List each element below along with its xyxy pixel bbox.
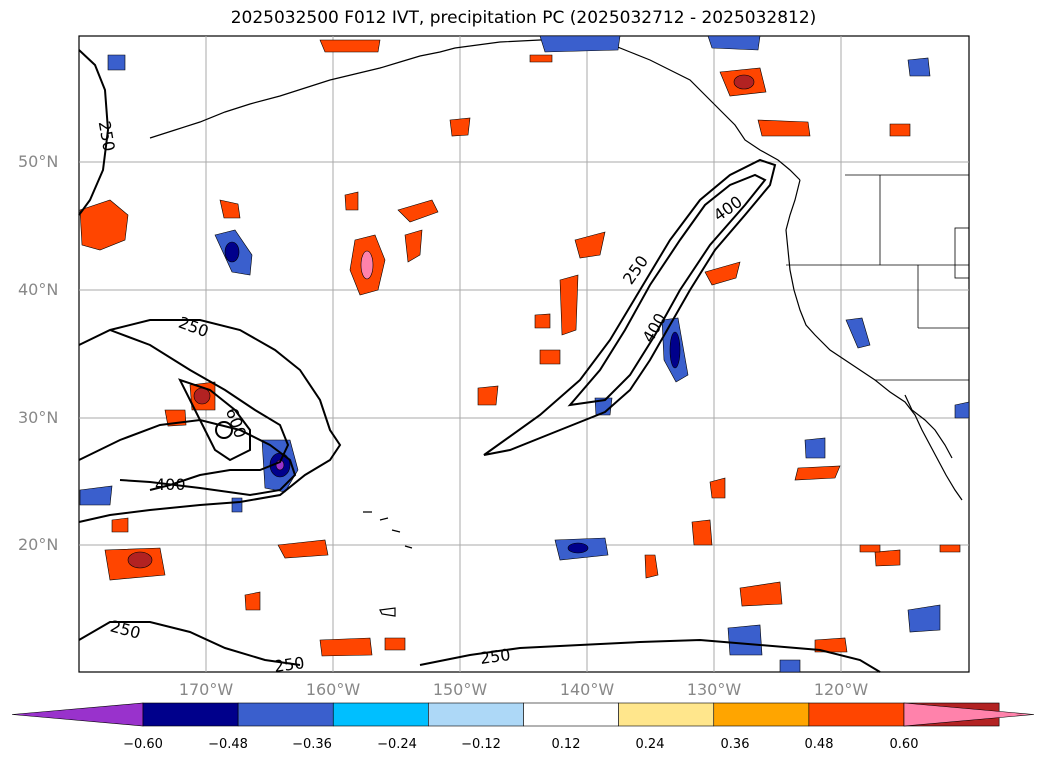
colorbar-tick: 0.60: [889, 737, 919, 752]
lat-label-30n: 30°N: [18, 408, 59, 427]
precip-blob: [344, 191, 359, 211]
precip-blob: [644, 554, 659, 579]
precip-blob: [319, 637, 373, 657]
precip-blob: [939, 544, 961, 553]
lon-label-130w: 130°W: [686, 680, 742, 699]
precip-blob: [277, 539, 329, 559]
precip-blob: [707, 35, 761, 51]
lat-label-50n: 50°N: [18, 152, 59, 171]
lon-label-160w: 160°W: [305, 680, 361, 699]
canada-coast: [785, 179, 801, 231]
colorbar-tick: −0.12: [461, 737, 501, 752]
precip-blob: [889, 123, 911, 137]
precip-blob: [954, 401, 970, 419]
precip-blob: [859, 544, 881, 553]
ivt-contour-600-left: [178, 378, 251, 462]
lat-label-40n: 40°N: [18, 280, 59, 299]
ivt-contour-250-left: [78, 319, 342, 523]
precip-blob: [574, 231, 606, 259]
ivt-contour-250-bottom2: [419, 638, 881, 673]
colorbar-tick: −0.48: [208, 737, 248, 752]
precip-blob: [219, 199, 241, 219]
borders: [786, 174, 970, 381]
precip-blob: [727, 624, 763, 656]
lat-label-20n: 20°N: [18, 535, 59, 554]
precip-blob: [111, 517, 129, 533]
precip-blob: [397, 199, 439, 223]
precip-blob: [319, 39, 381, 53]
precip-blob: [360, 250, 374, 280]
ivt-contours: [78, 49, 881, 673]
lon-label-120w: 120°W: [813, 680, 869, 699]
precip-blob: [384, 637, 406, 651]
lon-label-140w: 140°W: [559, 680, 615, 699]
lon-label-150w: 150°W: [432, 680, 488, 699]
precip-blob: [794, 465, 841, 481]
precip-blob: [539, 35, 621, 53]
precip-blob: [404, 229, 423, 263]
colorbar-tick: −0.36: [292, 737, 332, 752]
precip-blob: [193, 387, 211, 405]
colorbar-tick: 0.48: [804, 737, 834, 752]
precip-shading: [79, 35, 970, 673]
map-title: 2025032500 F012 IVT, precipitation PC (2…: [230, 8, 817, 28]
baja-coast: [904, 394, 953, 459]
state-border-5: [954, 227, 970, 279]
precip-blob: [691, 519, 713, 546]
ivt-contour-250-river: [483, 158, 777, 456]
precip-blob: [814, 637, 848, 653]
precip-blob: [704, 261, 741, 286]
precip-blob: [127, 551, 153, 569]
colorbar-tick: 0.12: [551, 737, 581, 752]
precip-blob: [757, 119, 811, 137]
precip-blob: [559, 274, 579, 336]
precip-blob: [477, 385, 499, 406]
precip-blob: [529, 54, 553, 63]
precip-blob: [845, 317, 871, 349]
precip-blob: [669, 331, 681, 369]
hawaii-coast: [363, 511, 413, 617]
precip-blob: [534, 313, 551, 329]
precip-blob: [567, 542, 589, 554]
ivt-contour-250-topleft: [78, 49, 110, 216]
ivt-contour-250-bottom: [78, 621, 301, 666]
precip-blob: [874, 549, 901, 567]
precip-blob: [224, 241, 240, 263]
colorbar-tick: −0.24: [377, 737, 417, 752]
precip-blob: [907, 57, 931, 77]
us-west-coast: [785, 229, 963, 501]
precip-blob: [739, 581, 783, 607]
colorbar-tick: 0.24: [635, 737, 665, 752]
ivt-contour-400-river: [567, 173, 767, 407]
contour-label: 250: [273, 653, 306, 676]
aleutian-coast: [149, 45, 471, 139]
precip-blob: [907, 604, 941, 633]
precip-blob: [231, 497, 243, 513]
contour-label: 400: [155, 475, 186, 494]
precip-blob: [709, 477, 726, 499]
gridlines: [79, 36, 969, 672]
precip-blob: [539, 349, 561, 365]
map-frame: [78, 35, 970, 673]
precip-blob: [79, 199, 129, 251]
coastlines: [149, 39, 963, 617]
precip-blob: [779, 659, 801, 673]
ivt-contour-250-inner: [78, 418, 297, 497]
ivt-contour-400-left: [109, 329, 290, 491]
precip-blob: [733, 74, 755, 90]
ivt-contour-600-inner: [215, 421, 233, 439]
colorbar-tick: −0.60: [123, 737, 163, 752]
precip-blob: [804, 437, 826, 459]
precip-blob: [107, 54, 126, 71]
precip-blob: [79, 485, 113, 506]
precip-blob: [244, 591, 261, 611]
precip-blob: [449, 117, 471, 137]
lon-label-170w: 170°W: [178, 680, 234, 699]
colorbar-tick: 0.36: [720, 737, 750, 752]
contour-label: 250: [479, 645, 512, 668]
